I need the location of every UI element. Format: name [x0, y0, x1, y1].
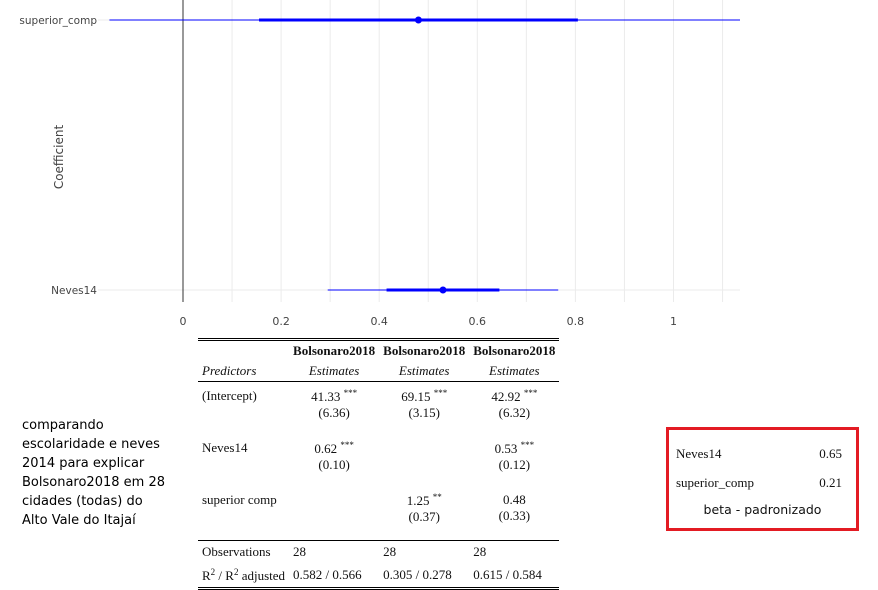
significance-stars: *** — [343, 388, 358, 398]
significance-stars: *** — [340, 440, 354, 450]
observations-value: 28 — [469, 540, 560, 563]
model-header-row: Bolsonaro2018 Bolsonaro2018 Bolsonaro201… — [198, 339, 560, 362]
regression-table: Bolsonaro2018 Bolsonaro2018 Bolsonaro201… — [198, 338, 560, 590]
r2-value: 0.582 / 0.566 — [289, 563, 380, 590]
estimate-cell: 0.48 (0.33) — [469, 488, 559, 541]
predictor-name: superior comp — [202, 492, 277, 507]
model-name: Bolsonaro2018 — [293, 343, 376, 358]
y-tick-label: Neves14 — [51, 285, 97, 297]
estimates-header: Estimates — [469, 361, 560, 382]
x-tick-label: 0 — [180, 315, 187, 328]
coefficient-rows: (Intercept) 41.33 *** (6.36) 69.15 *** (3.15… — [198, 382, 559, 541]
coefficient-plot: superior_comp Neves14 0 0.2 0.4 0.6 0.8 1 Coef… — [19, 0, 740, 328]
standard-error: (0.37) — [408, 509, 440, 524]
description-note: comparando escolaridade e neves 2014 par… — [22, 418, 165, 528]
predictor-row: Neves14 0.62 *** (0.10) 0.53 *** (0.12) — [198, 436, 559, 488]
standard-error: (0.10) — [318, 457, 350, 472]
beta-value: 0.21 — [819, 475, 842, 490]
x-tick-label: 0.4 — [370, 315, 388, 328]
beta-name: Neves14 — [676, 446, 722, 461]
estimate-cell: 0.62 *** (0.10) — [289, 436, 379, 488]
x-tick-label: 0.8 — [567, 315, 585, 328]
estimate-cell — [379, 436, 469, 488]
predictor-row: superior comp 1.25 ** (0.37) 0.48 (0.33) — [198, 488, 559, 541]
r2-value: 0.305 / 0.278 — [379, 563, 470, 590]
r2-value: 0.615 / 0.584 — [469, 563, 560, 590]
significance-stars: *** — [520, 440, 535, 450]
significance-stars: *** — [523, 388, 538, 398]
beta-name: superior_comp — [676, 475, 754, 490]
estimate-cell: 0.53 *** (0.12) — [469, 436, 559, 488]
estimate-value: 0.48 — [502, 492, 526, 507]
standard-error: (3.15) — [408, 405, 440, 420]
beta-caption: beta - padronizado — [703, 502, 822, 517]
y-axis-label: Coefficient — [52, 125, 66, 190]
estimate-value: 42.92 *** — [491, 388, 538, 404]
x-tick-label: 1 — [670, 315, 677, 328]
estimate-cell — [289, 488, 379, 541]
estimate-value: 1.25 ** — [406, 492, 442, 508]
estimate-value: 41.33 *** — [311, 388, 358, 404]
estimates-header: Estimates — [379, 361, 470, 382]
estimate-cell: 41.33 *** (6.36) — [289, 382, 379, 437]
y-tick-label: superior_comp — [19, 15, 97, 27]
standard-error: (6.36) — [318, 405, 350, 420]
standardized-beta-box: Neves14 0.65 superior_comp 0.21 beta - p… — [666, 427, 859, 531]
beta-row-superior-comp: superior_comp 0.21 — [676, 475, 842, 491]
significance-stars: *** — [433, 388, 448, 398]
grid-lines — [98, 0, 740, 302]
predictor-name: Neves14 — [202, 440, 248, 455]
predictor-row: (Intercept) 41.33 *** (6.36) 69.15 *** (3.15… — [198, 382, 559, 437]
predictors-header: Predictors — [198, 361, 290, 382]
observations-value: 28 — [379, 540, 470, 563]
estimate-value: 69.15 *** — [401, 388, 448, 404]
coefficient-point — [439, 286, 447, 294]
model-name: Bolsonaro2018 — [383, 343, 466, 358]
predictor-name: (Intercept) — [202, 388, 257, 403]
standard-error: (6.32) — [498, 405, 531, 420]
coefficient-point — [414, 16, 422, 24]
significance-stars: ** — [432, 492, 442, 502]
beta-value: 0.65 — [819, 446, 842, 461]
standard-error: (0.33) — [498, 508, 531, 523]
estimate-value: 0.62 *** — [314, 440, 354, 456]
observations-value: 28 — [289, 540, 380, 563]
estimate-cell: 42.92 *** (6.32) — [469, 382, 559, 437]
x-tick-label: 0.2 — [272, 315, 290, 328]
coefficient-series — [109, 16, 740, 294]
estimate-cell: 69.15 *** (3.15) — [379, 382, 469, 437]
beta-row-neves14: Neves14 0.65 — [676, 446, 842, 462]
estimate-cell: 1.25 ** (0.37) — [379, 488, 469, 541]
r2-row: R2 / R2 adjusted 0.582 / 0.566 0.305 / 0… — [198, 563, 560, 590]
r2-label: R2 / R2 adjusted — [198, 563, 290, 590]
estimate-value: 0.53 *** — [494, 440, 535, 456]
x-tick-label: 0.6 — [469, 315, 487, 328]
model-name: Bolsonaro2018 — [473, 343, 556, 358]
x-tick-labels: 0 0.2 0.4 0.6 0.8 1 — [180, 315, 678, 328]
subheader-row: Predictors Estimates Estimates Estimates — [198, 361, 560, 382]
estimates-header: Estimates — [289, 361, 380, 382]
observations-label: Observations — [198, 540, 290, 563]
standard-error: (0.12) — [498, 457, 531, 472]
y-tick-labels: superior_comp Neves14 — [19, 15, 97, 297]
observations-row: Observations 28 28 28 — [198, 540, 560, 563]
